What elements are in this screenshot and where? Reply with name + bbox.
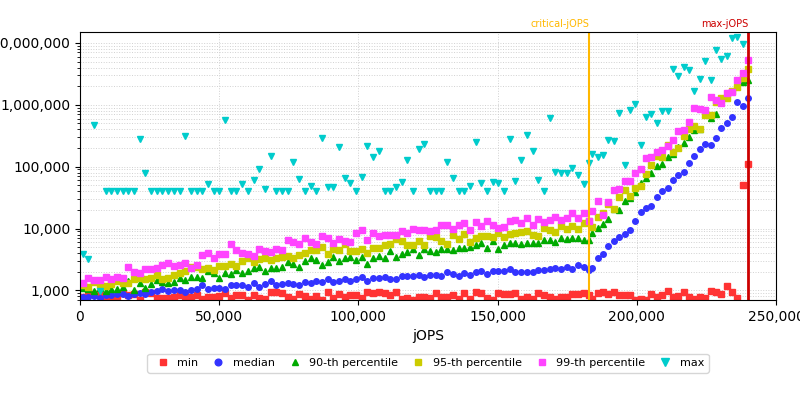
99-th percentile	[722, 91, 731, 96]
90-th percentile	[727, 89, 737, 94]
99-th percentile	[743, 58, 753, 62]
95-th percentile	[727, 88, 737, 93]
99-th percentile	[260, 249, 270, 254]
90-th percentile	[550, 240, 560, 244]
max	[459, 189, 469, 194]
Line: min: min	[80, 161, 751, 303]
median	[266, 279, 275, 284]
90-th percentile	[743, 77, 753, 82]
95-th percentile	[226, 261, 236, 266]
max	[727, 35, 737, 40]
median	[95, 295, 105, 300]
max	[78, 252, 87, 256]
99-th percentile	[545, 218, 554, 222]
99-th percentile	[454, 223, 463, 228]
min	[614, 292, 624, 297]
max	[743, 17, 753, 22]
max	[550, 170, 560, 174]
95-th percentile	[459, 232, 469, 237]
Text: critical-jOPS: critical-jOPS	[530, 19, 590, 29]
max	[266, 154, 275, 159]
95-th percentile	[84, 285, 94, 290]
90-th percentile	[266, 266, 275, 270]
max	[226, 189, 236, 194]
median	[226, 283, 236, 288]
Legend: min, median, 90-th percentile, 95-th percentile, 99-th percentile, max: min, median, 90-th percentile, 95-th per…	[147, 354, 709, 373]
90-th percentile	[459, 246, 469, 251]
95-th percentile	[78, 283, 87, 288]
max	[95, 289, 105, 294]
Line: median: median	[80, 96, 751, 300]
Line: 99-th percentile: 99-th percentile	[80, 57, 751, 286]
90-th percentile	[226, 272, 236, 276]
90-th percentile	[614, 208, 624, 212]
min	[260, 297, 270, 302]
X-axis label: jOPS: jOPS	[412, 329, 444, 343]
95-th percentile	[266, 258, 275, 262]
median	[743, 96, 753, 101]
min	[550, 297, 560, 302]
95-th percentile	[614, 194, 624, 199]
99-th percentile	[220, 252, 230, 256]
Line: 90-th percentile: 90-th percentile	[80, 77, 751, 293]
95-th percentile	[743, 66, 753, 71]
99-th percentile	[78, 280, 87, 285]
min	[78, 294, 87, 299]
Text: max-jOPS: max-jOPS	[701, 19, 748, 29]
max	[614, 110, 624, 115]
median	[78, 295, 87, 300]
95-th percentile	[550, 230, 560, 235]
median	[614, 235, 624, 240]
median	[550, 266, 560, 271]
min	[743, 162, 753, 166]
90-th percentile	[101, 288, 110, 293]
median	[727, 114, 737, 119]
min	[454, 296, 463, 301]
min	[220, 291, 230, 296]
99-th percentile	[609, 188, 618, 193]
min	[727, 290, 737, 294]
Line: 95-th percentile: 95-th percentile	[80, 66, 751, 290]
Line: max: max	[79, 16, 752, 295]
90-th percentile	[78, 286, 87, 291]
min	[488, 298, 498, 302]
median	[459, 270, 469, 275]
